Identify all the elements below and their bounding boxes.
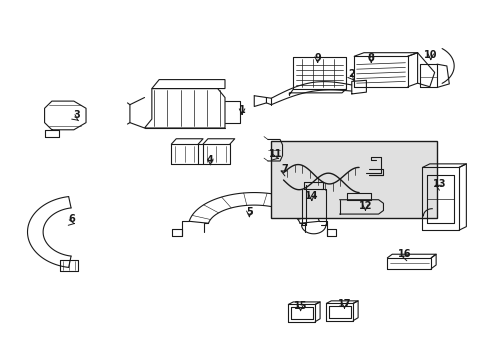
Text: 7: 7 (281, 164, 288, 174)
Text: 16: 16 (397, 248, 410, 258)
Text: 5: 5 (245, 207, 252, 217)
Text: 17: 17 (337, 299, 350, 309)
Text: 12: 12 (358, 201, 371, 211)
Text: 13: 13 (432, 179, 446, 189)
Text: 9: 9 (314, 53, 320, 63)
Text: 8: 8 (367, 53, 374, 63)
Text: 11: 11 (268, 149, 282, 159)
Text: 6: 6 (68, 215, 75, 224)
Text: 2: 2 (347, 69, 354, 79)
Text: 15: 15 (293, 301, 306, 311)
Text: 4: 4 (206, 155, 213, 165)
FancyBboxPatch shape (271, 140, 436, 218)
Text: 1: 1 (238, 105, 245, 115)
Text: 10: 10 (423, 50, 437, 60)
Text: 3: 3 (73, 111, 80, 121)
Text: 14: 14 (305, 191, 318, 201)
